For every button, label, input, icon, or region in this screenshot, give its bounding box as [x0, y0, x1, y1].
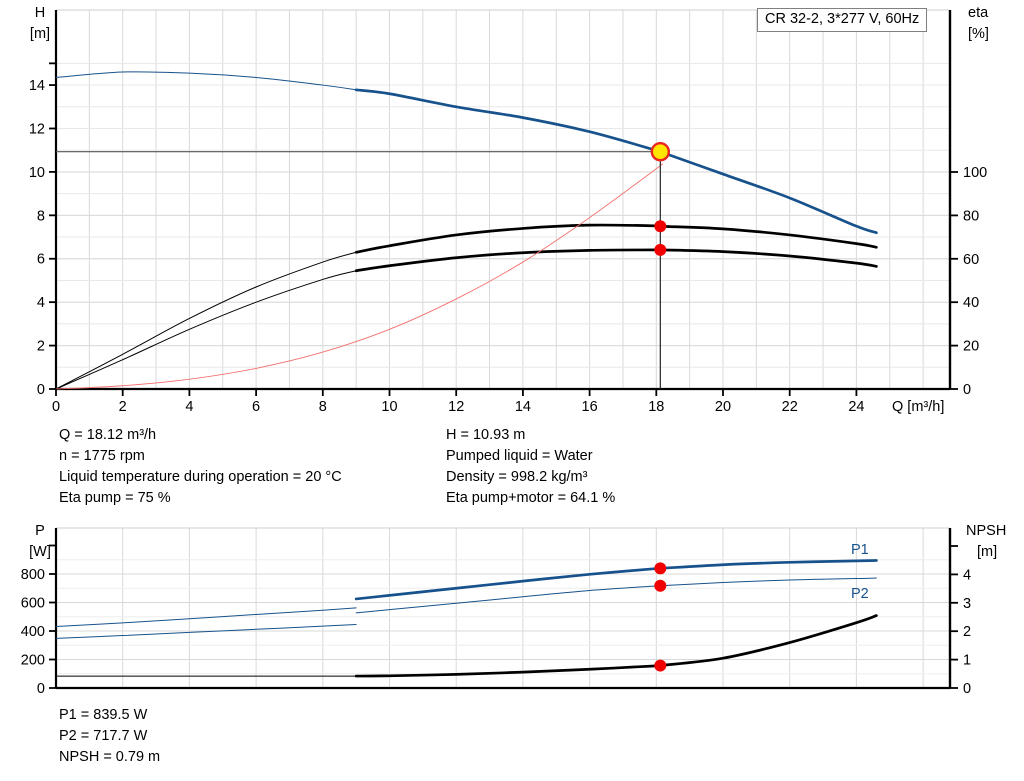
top-chart-q-tick-label: 0 [52, 399, 60, 415]
power-data-block: P1 = 839.5 W P2 = 717.7 W NPSH = 0.79 m [59, 705, 160, 768]
curve-p2-full-range [55, 623, 357, 639]
top-chart-h-tick-label: 0 [37, 382, 45, 398]
top-chart-duty-guides [56, 151, 661, 389]
pump-model-title-box: CR 32-2, 3*277 V, 60Hz [757, 8, 928, 32]
top-chart-duty-markers [650, 142, 671, 256]
bottom-chart-ticks: 0 200 400 600 800 0 1 2 3 4 [21, 544, 971, 697]
operating-data-temperature: Liquid temperature during operation = 20… [59, 469, 342, 485]
bottom-chart-y-axis-title-line2: [W] [29, 544, 51, 560]
top-chart-y-axis-title-line1: H [35, 5, 45, 21]
bottom-chart-npsh-tick-label: 1 [963, 653, 971, 669]
top-chart-h-tick-label: 2 [37, 339, 45, 355]
curve-npsh-duty-range [354, 614, 878, 678]
bottom-chart-npsh-tick-label: 4 [963, 567, 971, 583]
bottom-chart-p2-curve-label: P2 [851, 586, 869, 602]
top-chart-h-tick-label: 6 [37, 252, 45, 268]
curve-eta-pump-motor-duty-range [354, 248, 878, 273]
bottom-chart-p1-curve-label: P1 [851, 542, 869, 558]
top-chart-curves [55, 71, 878, 390]
duty-marker-eta-pump-motor [654, 243, 667, 256]
bottom-chart-y2-axis-title-line1: NPSH [966, 523, 1006, 539]
top-chart-q-tick-label: 20 [715, 399, 731, 415]
top-chart-q-tick-label: 6 [252, 399, 260, 415]
power-data-p2: P2 = 717.7 W [59, 728, 148, 744]
duty-marker-p2 [654, 579, 667, 592]
curve-p2-duty-range [355, 577, 877, 614]
curve-head-h-full-range [55, 71, 357, 91]
bottom-chart-gridlines [56, 528, 950, 688]
operating-data-speed: n = 1775 rpm [59, 448, 145, 464]
power-data-p1: P1 = 839.5 W [59, 707, 148, 723]
duty-marker-npsh [654, 659, 667, 672]
top-chart-eta-tick-label: 100 [963, 165, 987, 181]
top-chart-h-tick-label: 4 [37, 295, 45, 311]
top-chart-q-tick-label: 2 [119, 399, 127, 415]
operating-data-left: Q = 18.12 m³/h n = 1775 rpm Liquid tempe… [59, 425, 342, 509]
operating-data-eta-pump: Eta pump = 75 % [59, 490, 171, 506]
top-chart-y2-axis-title-line1: eta [968, 5, 989, 21]
top-chart-x-axis-title: Q [m³/h] [892, 399, 944, 415]
duty-marker-eta-pump [654, 220, 667, 233]
top-chart-h-tick-label: 8 [37, 208, 45, 224]
top-chart-gridlines [56, 10, 950, 389]
duty-marker-p1 [654, 562, 667, 575]
top-chart-eta-tick-label: 0 [963, 382, 971, 398]
curve-eta-pump-duty-range [354, 223, 878, 254]
bottom-chart-npsh-tick-label: 3 [963, 596, 971, 612]
power-npsh-chart: 0 200 400 600 800 0 1 2 3 4 P [W] NPSH [m] P1 P2 [21, 523, 1007, 697]
top-chart-q-tick-label: 14 [515, 399, 531, 415]
bottom-chart-y-axis-title-line1: P [35, 523, 45, 539]
bottom-chart-y2-axis-title-line2: [m] [977, 544, 997, 560]
top-chart-eta-tick-label: 20 [963, 339, 979, 355]
top-chart-h-tick-label: 14 [29, 78, 45, 94]
bottom-chart-p-tick-label: 0 [37, 681, 45, 697]
curve-power-npsh-auxiliary-red [55, 163, 664, 390]
curve-p1-full-range [55, 607, 357, 627]
top-chart-y2-axis-title-line2: [%] [968, 26, 989, 42]
duty-point-marker [650, 142, 671, 162]
operating-data-liquid: Pumped liquid = Water [446, 448, 593, 464]
top-chart-q-tick-label: 8 [319, 399, 327, 415]
bottom-chart-npsh-tick-label: 2 [963, 624, 971, 640]
top-chart-q-tick-label: 18 [648, 399, 664, 415]
top-chart-eta-tick-label: 60 [963, 252, 979, 268]
bottom-chart-npsh-tick-label: 0 [963, 681, 971, 697]
operating-data-eta-pump-motor: Eta pump+motor = 64.1 % [446, 490, 616, 506]
bottom-chart-p-tick-label: 800 [21, 567, 45, 583]
top-chart-q-tick-label: 22 [782, 399, 798, 415]
top-chart-q-tick-label: 24 [848, 399, 864, 415]
top-chart-q-tick-label: 16 [582, 399, 598, 415]
top-chart-y-axis-title-line2: [m] [30, 26, 50, 42]
top-chart-q-tick-label: 10 [381, 399, 397, 415]
top-chart-q-tick-label: 12 [448, 399, 464, 415]
operating-data-density: Density = 998.2 kg/m³ [446, 469, 588, 485]
bottom-chart-p-tick-label: 400 [21, 624, 45, 640]
top-chart-eta-tick-label: 40 [963, 295, 979, 311]
operating-data-right: H = 10.93 m Pumped liquid = Water Densit… [446, 425, 615, 509]
bottom-chart-p-tick-label: 200 [21, 653, 45, 669]
top-chart-h-tick-label: 12 [29, 121, 45, 137]
top-chart-h-tick-label: 10 [29, 165, 45, 181]
top-chart-eta-tick-label: 80 [963, 208, 979, 224]
curve-head-h-duty-range [354, 88, 878, 235]
operating-data-head: H = 10.93 m [446, 427, 526, 443]
bottom-chart-duty-markers [654, 562, 667, 672]
curve-eta-pump-full-range [55, 251, 357, 390]
pump-model-label: CR 32-2, 3*277 V, 60Hz [765, 11, 920, 27]
curve-eta-pump-motor-full-range [55, 270, 357, 390]
top-chart-q-tick-label: 4 [185, 399, 193, 415]
power-data-npsh: NPSH = 0.79 m [59, 749, 161, 765]
bottom-chart-p-tick-label: 600 [21, 596, 45, 612]
operating-data-flow: Q = 18.12 m³/h [59, 427, 157, 443]
bottom-chart-curves [55, 559, 878, 678]
